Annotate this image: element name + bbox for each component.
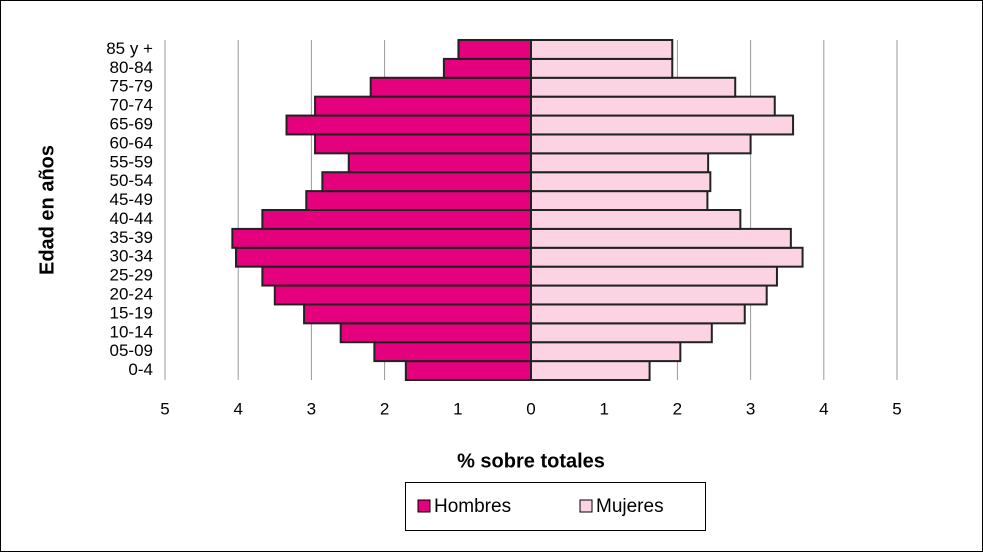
bar: [314, 133, 532, 155]
y-tick-label: 45-49: [110, 190, 153, 209]
bar: [530, 133, 752, 155]
bar: [261, 265, 532, 287]
x-tick-label: 2: [380, 399, 389, 418]
bar: [303, 303, 532, 325]
bar: [235, 246, 532, 268]
bar: [530, 95, 776, 117]
y-tick-label: 10-14: [110, 322, 153, 341]
x-tick-label: 0: [526, 399, 535, 418]
bar: [530, 57, 674, 79]
bar: [347, 152, 532, 174]
bar: [314, 95, 532, 117]
bar: [285, 114, 532, 136]
bar: [321, 171, 532, 193]
bar: [530, 209, 742, 230]
bar: [261, 209, 532, 230]
y-tick-label: 25-29: [110, 266, 153, 285]
legend-swatch: [579, 499, 593, 513]
legend-label: Mujeres: [596, 496, 664, 517]
bar: [530, 227, 792, 249]
bar: [457, 39, 533, 60]
y-tick-label: 70-74: [110, 96, 153, 115]
y-axis-label: Edad en años: [36, 145, 58, 275]
x-tick-label: 3: [746, 399, 755, 418]
y-tick-label: 55-59: [110, 152, 153, 171]
bar: [530, 265, 778, 287]
y-tick-label: 35-39: [110, 228, 153, 247]
y-tick-label: 20-24: [110, 284, 153, 303]
bar: [530, 114, 795, 136]
x-tick-label: 1: [453, 399, 462, 418]
bar: [530, 152, 710, 174]
legend: [405, 482, 706, 531]
y-tick-label: 30-34: [110, 247, 153, 266]
x-tick-label: 3: [307, 399, 316, 418]
x-tick-label: 4: [819, 399, 828, 418]
y-tick-label: 65-69: [110, 114, 153, 133]
x-tick-label: 5: [892, 399, 901, 418]
bar: [339, 322, 532, 344]
bar: [530, 360, 651, 382]
legend-label: Hombres: [434, 496, 511, 517]
bar: [404, 360, 532, 382]
bar: [369, 76, 532, 98]
bar: [530, 341, 682, 363]
y-tick-label: 50-54: [110, 171, 153, 190]
legend-swatch: [417, 499, 431, 513]
y-tick-label: 05-09: [110, 341, 153, 360]
bar: [530, 284, 768, 306]
bar: [231, 227, 532, 249]
x-tick-label: 4: [233, 399, 242, 418]
bar: [373, 341, 532, 363]
y-tick-label: 15-19: [110, 303, 153, 322]
y-tick-label: 85 y +: [106, 39, 153, 58]
bar: [530, 322, 713, 344]
x-tick-label: 2: [673, 399, 682, 418]
x-tick-label: 5: [160, 399, 169, 418]
y-tick-label: 60-64: [110, 133, 153, 152]
bar: [530, 190, 709, 212]
x-axis-label: % sobre totales: [457, 450, 605, 472]
bar: [530, 171, 712, 193]
y-tick-label: 80-84: [110, 58, 153, 77]
y-tick-label: 75-79: [110, 77, 153, 96]
bar: [442, 57, 532, 79]
y-tick-label: 0-4: [128, 360, 153, 379]
y-tick-label: 40-44: [110, 209, 153, 228]
bar: [530, 246, 804, 268]
x-tick-label: 1: [599, 399, 608, 418]
bar: [530, 76, 737, 98]
bar: [305, 190, 532, 212]
bar: [530, 303, 746, 325]
bar: [530, 39, 674, 60]
bar: [273, 284, 532, 306]
